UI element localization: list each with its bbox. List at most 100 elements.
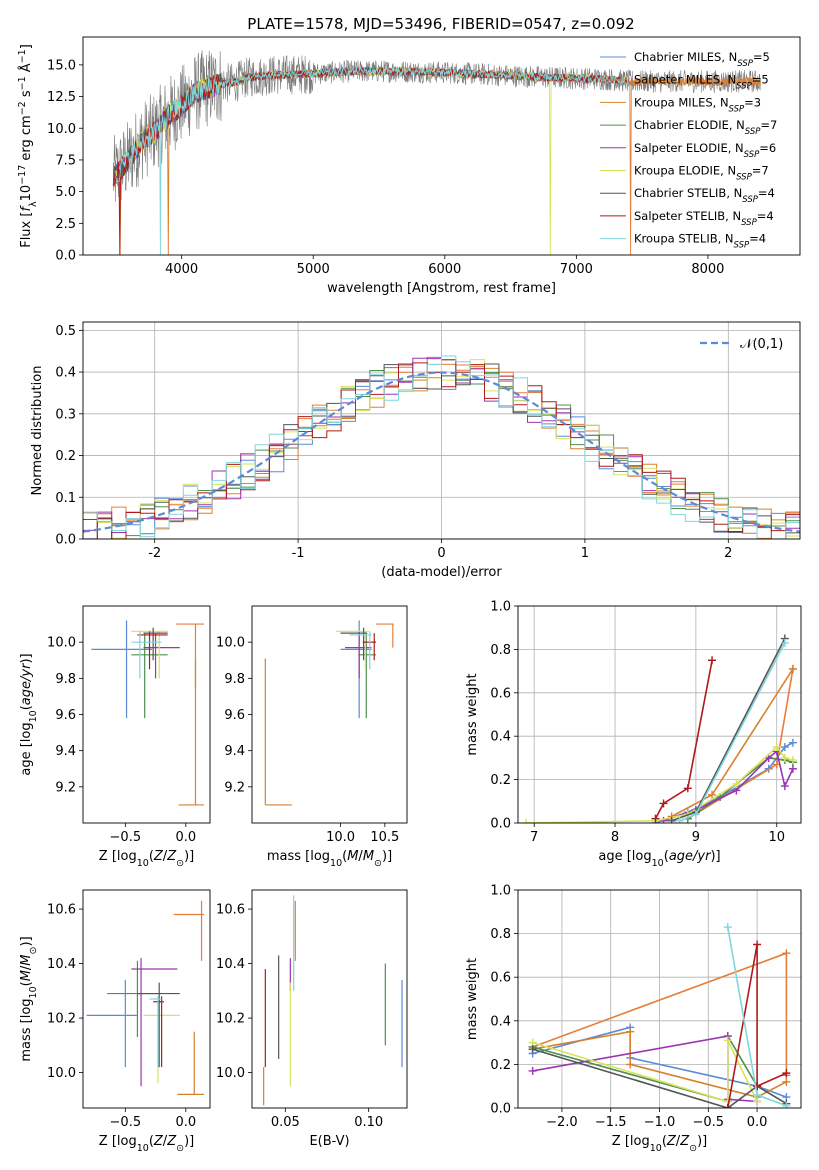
y-tick-label: 0.4 bbox=[490, 730, 511, 745]
x-tick-label: −0.5 bbox=[110, 1115, 142, 1130]
plot-area bbox=[86, 900, 204, 1095]
y-tick-label: 9.4 bbox=[55, 744, 76, 759]
y-axis-label: mass weight bbox=[465, 673, 480, 755]
mass-weight-marker bbox=[723, 923, 732, 932]
mass-weight-line bbox=[532, 1048, 787, 1108]
panel-mass-vs-Z: −0.5 0.0 10.0 10.2 10.4 10.6 Z [log10(Z/Z⊙)] ma… bbox=[19, 889, 211, 1154]
x-tick-label: 10.0 bbox=[326, 830, 355, 845]
y-tick-label: 9.2 bbox=[224, 780, 245, 795]
mass-weight-line bbox=[727, 944, 787, 1108]
panel-mass-vs-EBV: 0.05 0.10 10.0 10.2 10.4 10.6 E(B-V) bbox=[216, 889, 408, 1149]
mass-weight-marker bbox=[788, 764, 797, 773]
plot-area bbox=[264, 620, 394, 806]
y-tick-label: 0.4 bbox=[490, 1014, 511, 1029]
y-tick-label: 12.5 bbox=[47, 90, 76, 105]
y-tick-label: 0.0 bbox=[55, 249, 76, 264]
y-tick-label: 9.6 bbox=[55, 708, 76, 723]
legend-label: Kroupa STELIB, NSSP=4 bbox=[634, 232, 766, 251]
x-tick-label: 7000 bbox=[560, 262, 593, 277]
mass-weight-marker bbox=[723, 1104, 732, 1108]
model-spectrum-line bbox=[115, 66, 629, 255]
x-tick-label: 5000 bbox=[297, 262, 330, 277]
y-axis-label: mass [log10(M/M⊙)] bbox=[19, 936, 39, 1061]
mass-weight-marker bbox=[528, 1066, 537, 1075]
y-tick-label: 10.0 bbox=[47, 122, 76, 137]
legend: 𝒩(0,1) bbox=[700, 337, 783, 352]
x-axis-label: Z [log10(Z/Z⊙)] bbox=[612, 1134, 707, 1154]
plot-area bbox=[112, 50, 761, 255]
x-tick-label: −1.5 bbox=[595, 1115, 627, 1130]
mass-weight-marker bbox=[753, 940, 762, 949]
x-tick-label: 6000 bbox=[428, 262, 461, 277]
axes-frame bbox=[517, 889, 802, 1109]
mass-weight-marker bbox=[782, 1077, 791, 1086]
legend-label: 𝒩(0,1) bbox=[740, 337, 783, 352]
x-tick-label: 8 bbox=[611, 830, 619, 845]
y-tick-label: 10.0 bbox=[216, 636, 245, 651]
x-tick-label: −2.0 bbox=[546, 1115, 578, 1130]
y-tick-label: 0.0 bbox=[490, 817, 511, 832]
x-tick-label: 7 bbox=[530, 830, 538, 845]
mass-weight-marker bbox=[708, 790, 717, 799]
y-tick-label: 15.0 bbox=[47, 58, 76, 73]
mass-weight-marker bbox=[780, 743, 789, 752]
y-tick-label: 0.2 bbox=[55, 449, 76, 464]
x-tick-label: -2 bbox=[148, 546, 161, 561]
x-axis-label: (data-model)/error bbox=[381, 565, 502, 580]
legend-label: Salpeter MILES, NSSP=5 bbox=[634, 73, 769, 92]
y-tick-label: 0.8 bbox=[490, 927, 511, 942]
y-axis-label: age [log10(age/yr)] bbox=[19, 653, 39, 775]
y-tick-label: 7.5 bbox=[55, 153, 76, 168]
mass-weight-marker bbox=[683, 784, 692, 793]
y-tick-label: 0.5 bbox=[55, 324, 76, 339]
x-axis-label: mass [log10(M/M⊙)] bbox=[267, 849, 392, 869]
x-tick-label: 4000 bbox=[165, 262, 198, 277]
mass-weight-marker bbox=[522, 819, 531, 823]
y-axis-label: Normed distribution bbox=[30, 366, 45, 496]
normal-reference-curve bbox=[83, 371, 800, 533]
y-tick-label: 9.2 bbox=[55, 780, 76, 795]
y-tick-label: 10.2 bbox=[216, 1012, 245, 1027]
y-tick-label: 10.6 bbox=[216, 903, 245, 918]
y-tick-label: 10.2 bbox=[47, 1012, 76, 1027]
mass-weight-marker bbox=[675, 816, 684, 823]
y-tick-label: 9.8 bbox=[224, 672, 245, 687]
plot-area bbox=[263, 895, 403, 1106]
panel-spectrum: 4000 5000 6000 7000 8000 0.0 2.5 5.0 7.5 10.0 12.5… bbox=[17, 36, 801, 296]
plot-area bbox=[91, 620, 204, 806]
x-tick-label: 0.0 bbox=[175, 830, 196, 845]
x-axis-label: Z [log10(Z/Z⊙)] bbox=[99, 1134, 194, 1154]
y-tick-label: 10.4 bbox=[216, 957, 245, 972]
x-tick-label: −1.0 bbox=[644, 1115, 676, 1130]
mass-weight-marker bbox=[782, 1101, 791, 1108]
legend-label: Kroupa MILES, NSSP=3 bbox=[634, 95, 761, 114]
y-tick-label: 10.0 bbox=[216, 1066, 245, 1081]
mass-weight-marker bbox=[732, 779, 741, 788]
mass-weight-marker bbox=[788, 664, 797, 673]
y-tick-label: 0.2 bbox=[490, 1058, 511, 1073]
mass-weight-marker bbox=[780, 753, 789, 762]
x-axis-label: Z [log10(Z/Z⊙)] bbox=[99, 849, 194, 869]
mass-weight-marker bbox=[659, 816, 668, 823]
mass-weight-marker bbox=[626, 1060, 635, 1069]
grid bbox=[518, 889, 801, 1109]
mass-weight-marker bbox=[782, 949, 791, 958]
x-tick-label: 1 bbox=[581, 546, 589, 561]
y-tick-label: 0.0 bbox=[490, 1102, 511, 1117]
legend: Chabrier MILES, NSSP=5 Salpeter MILES, NS… bbox=[600, 50, 777, 251]
legend-label: Chabrier MILES, NSSP=5 bbox=[634, 50, 770, 69]
x-tick-label: 10 bbox=[768, 830, 785, 845]
mass-weight-marker bbox=[772, 743, 781, 752]
mass-weight-marker bbox=[782, 1069, 791, 1078]
axes-frame bbox=[82, 605, 211, 824]
panel-age-vs-Z: −0.5 0.0 9.2 9.4 9.6 9.8 10.0 Z [log10(Z/Z⊙)] ag… bbox=[19, 605, 211, 869]
x-tick-label: −0.5 bbox=[693, 1115, 725, 1130]
axes-frame bbox=[251, 605, 408, 824]
legend-label: Chabrier STELIB, NSSP=4 bbox=[634, 186, 775, 205]
y-tick-label: 1.0 bbox=[490, 884, 511, 899]
panel-residuals: -2 -1 0 1 2 0.0 0.1 0.2 0.3 0.4 0.5 (data-model)/er… bbox=[30, 321, 801, 580]
mass-weight-marker bbox=[780, 638, 789, 647]
y-tick-label: 2.5 bbox=[55, 217, 76, 232]
panel-mass-weight-vs-Z: −2.0 −1.5 −1.0 −0.5 0.0 0.0 0.2 0.4 0.6 0.8 1.0 Z [… bbox=[465, 884, 802, 1154]
y-tick-label: 10.6 bbox=[47, 903, 76, 918]
